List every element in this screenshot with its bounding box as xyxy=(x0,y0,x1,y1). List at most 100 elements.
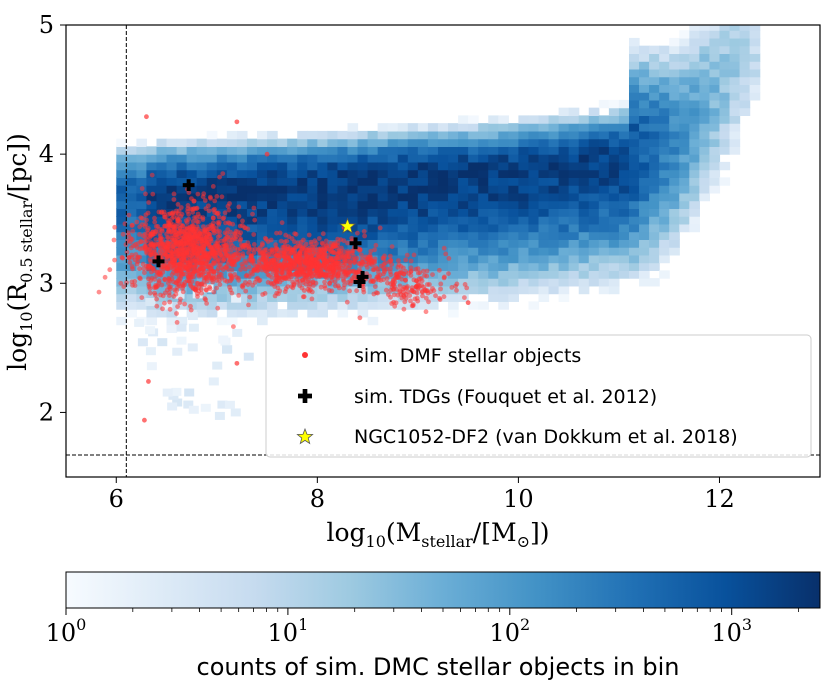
heatmap-bin xyxy=(699,92,711,101)
heatmap-bin xyxy=(699,138,711,147)
heatmap-bin xyxy=(427,278,439,287)
dmf-point xyxy=(401,265,406,271)
dmf-point xyxy=(154,303,160,309)
dmf-point xyxy=(127,239,133,245)
dmf-point xyxy=(273,253,278,259)
heatmap-bin xyxy=(538,247,550,256)
heatmap-bin xyxy=(183,400,194,409)
heatmap-bin xyxy=(628,177,640,186)
heatmap-bin xyxy=(618,138,630,147)
heatmap-bin xyxy=(176,301,188,310)
heatmap-bin xyxy=(488,293,499,302)
heatmap-bin xyxy=(267,309,278,318)
heatmap-bin xyxy=(689,30,700,39)
dmf-point xyxy=(215,305,221,311)
heatmap-bin xyxy=(267,130,278,140)
heatmap-bin xyxy=(578,262,590,271)
heatmap-bin xyxy=(639,185,650,194)
heatmap-bin xyxy=(518,247,530,256)
heatmap-bin xyxy=(377,208,389,217)
heatmap-bin xyxy=(156,200,168,209)
heatmap-bin xyxy=(709,115,721,124)
heatmap-bin xyxy=(538,254,550,264)
heatmap-bin xyxy=(488,169,499,178)
dmf-point xyxy=(223,264,228,270)
heatmap-bin xyxy=(417,138,429,147)
dmf-point xyxy=(355,230,360,236)
heatmap-bin xyxy=(397,301,409,310)
dmf-point xyxy=(309,289,315,295)
heatmap-bin xyxy=(568,216,580,225)
dmf-point xyxy=(219,194,225,200)
heatmap-bin xyxy=(528,278,540,287)
heatmap-bin xyxy=(558,208,570,217)
heatmap-bin xyxy=(498,285,509,295)
heatmap-bin xyxy=(206,200,218,209)
heatmap-bin xyxy=(257,223,268,233)
heatmap-bin xyxy=(337,169,349,178)
heatmap-bin xyxy=(488,115,499,124)
heatmap-bin xyxy=(126,270,137,279)
heatmap-bin xyxy=(407,239,419,248)
heatmap-bin xyxy=(427,216,439,225)
heatmap-bin xyxy=(387,247,399,256)
heatmap-bin xyxy=(126,185,137,194)
heatmap-bin xyxy=(437,192,449,202)
heatmap-bin xyxy=(709,37,721,47)
heatmap-bin xyxy=(246,192,258,202)
dmf-point xyxy=(252,217,258,223)
heatmap-bin xyxy=(236,301,248,310)
x-axis-ticks: 6 8 10 12 xyxy=(109,477,735,513)
heatmap-bin xyxy=(699,53,711,62)
heatmap-bin xyxy=(387,146,399,155)
dmf-point xyxy=(172,225,178,231)
heatmap-bin xyxy=(236,192,248,202)
heatmap-bin xyxy=(196,154,208,163)
dmf-point xyxy=(274,246,280,252)
heatmap-bin xyxy=(347,208,359,217)
dmf-point xyxy=(203,275,209,280)
heatmap-bin xyxy=(659,169,670,178)
heatmap-bin xyxy=(427,185,439,194)
heatmap-bin xyxy=(608,123,620,132)
dmf-point xyxy=(218,261,223,267)
heatmap-bin xyxy=(498,247,509,256)
dmf-point xyxy=(387,269,393,275)
heatmap-bin xyxy=(397,231,409,240)
heatmap-bin xyxy=(212,361,223,370)
heatmap-bin xyxy=(548,262,560,271)
dmf-point xyxy=(203,235,209,241)
dmf-point xyxy=(282,289,288,294)
heatmap-bin xyxy=(287,301,298,310)
heatmap-bin xyxy=(206,301,218,310)
heatmap-bin xyxy=(689,208,700,217)
heatmap-bin xyxy=(267,146,278,155)
heatmap-bin xyxy=(357,177,369,186)
heatmap-bin xyxy=(377,154,389,163)
heatmap-bin xyxy=(448,138,459,147)
dmf-point xyxy=(199,265,205,271)
heatmap-bin xyxy=(347,177,359,186)
heatmap-bin xyxy=(136,154,148,163)
heatmap-bin xyxy=(608,223,620,233)
dmf-point xyxy=(438,281,444,287)
heatmap-bin xyxy=(437,254,449,264)
heatmap-bin xyxy=(729,146,741,155)
dmf-point xyxy=(188,307,194,313)
heatmap-bin xyxy=(226,138,238,147)
heatmap-bin xyxy=(628,68,640,78)
heatmap-bin xyxy=(679,61,690,70)
dmf-point xyxy=(318,246,324,252)
heatmap-bin xyxy=(729,25,741,31)
heatmap-bin xyxy=(337,301,349,310)
heatmap-bin xyxy=(669,177,680,186)
heatmap-bin xyxy=(478,138,489,147)
heatmap-bin xyxy=(437,154,449,163)
df2-point xyxy=(338,217,357,234)
heatmap-bin xyxy=(277,161,288,171)
heatmap-bin xyxy=(146,223,158,233)
heatmap-bin xyxy=(468,239,479,248)
heatmap-bin xyxy=(156,301,168,310)
dmf-point xyxy=(335,273,341,279)
heatmap-bin xyxy=(367,285,379,295)
